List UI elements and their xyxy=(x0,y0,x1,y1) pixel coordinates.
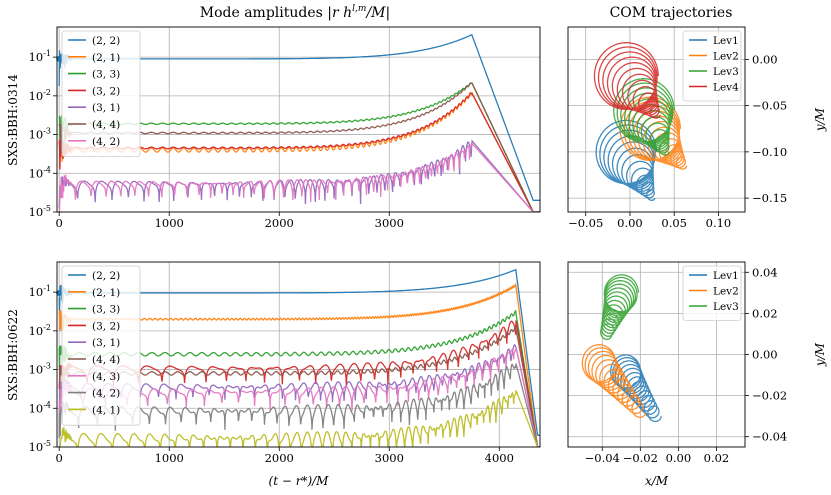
x-tick-label: 3000 xyxy=(375,451,404,465)
axes-frame xyxy=(56,261,541,448)
com-top-panel: −0.05 0.00 0.05 0.10 0.00 −0.05 −0.10 −0.15 y/M L… xyxy=(567,26,827,230)
start-marker xyxy=(56,55,63,62)
legend-label: (4, 3) xyxy=(92,371,120,383)
series-line-41 xyxy=(59,390,540,447)
x-tick-label: 0.02 xyxy=(704,451,730,465)
y-tick-label: 10-4 xyxy=(29,165,51,180)
legend xyxy=(61,265,141,426)
y-tick-label: −0.10 xyxy=(752,145,787,159)
legend-label: (3, 1) xyxy=(92,102,120,114)
series-line-42 xyxy=(58,141,540,212)
x-tick-label: 0.10 xyxy=(706,216,732,230)
x-tick-label: −0.04 xyxy=(585,451,620,465)
legend-label: (4, 2) xyxy=(92,136,120,148)
y-tick-label: −0.02 xyxy=(752,389,787,403)
x-tick-label: 0 xyxy=(56,451,63,465)
legend-label: (2, 1) xyxy=(92,287,120,299)
x-tick-label: −0.02 xyxy=(623,451,658,465)
y-tick-label: 10-1 xyxy=(29,284,51,299)
x-tick-label: 0.05 xyxy=(661,216,687,230)
x-tick-label: 0.00 xyxy=(617,216,643,230)
amp-bottom-panel: 0 1000 2000 3000 4000 10-5 10-4 10-3 10-2 10-1 SXS… xyxy=(6,261,541,488)
y-tick-label: 10-5 xyxy=(29,439,51,454)
legend-label: (2, 1) xyxy=(92,52,120,64)
legend-label: Lev1 xyxy=(713,270,739,282)
series-line-Lev2 xyxy=(619,96,688,170)
y-tick-label: 0.02 xyxy=(752,306,778,320)
y-axis-label: y/M xyxy=(813,342,827,367)
row-label: SXS:BBH:0622 xyxy=(6,309,20,401)
com-bottom-panel: −0.04 −0.02 0.00 0.020.040.020.00−0.02−0.04… xyxy=(567,261,827,488)
start-marker xyxy=(56,289,63,296)
series-line-Lev2 xyxy=(581,344,647,418)
x-tick-label: 0.00 xyxy=(666,451,692,465)
legend-label: Lev3 xyxy=(713,66,739,78)
x-tick-label: 1000 xyxy=(155,451,184,465)
y-tick-label: 10-4 xyxy=(29,400,51,415)
legend-label: (3, 3) xyxy=(92,304,120,316)
y-tick-label: 10-2 xyxy=(29,88,51,103)
x-tick-label: 0 xyxy=(56,216,63,230)
amp-top-panel: 0 1000 2000 3000 10-5 10-4 10-3 10-2 10-1 SXS:BBH… xyxy=(6,26,541,230)
y-tick-label: −0.05 xyxy=(752,99,787,113)
legend-label: (2, 2) xyxy=(92,270,120,282)
y-tick-label: 10-1 xyxy=(29,49,51,64)
y-tick-label: −0.15 xyxy=(752,191,787,205)
y-tick-label: 10-2 xyxy=(29,323,51,338)
legend-label: (3, 2) xyxy=(92,85,120,97)
legend xyxy=(682,265,742,321)
com-title: COM trajectories xyxy=(610,5,733,21)
axes-frame xyxy=(567,26,746,213)
legend-label: Lev1 xyxy=(713,35,739,47)
series-line-Lev3 xyxy=(600,274,640,340)
y-tick-label: 0.00 xyxy=(752,348,778,362)
x-tick-label: 2000 xyxy=(265,216,294,230)
x-axis-label: x/M xyxy=(645,474,669,488)
x-tick-label: 2000 xyxy=(265,451,294,465)
legend xyxy=(61,30,141,157)
legend-label: (2, 2) xyxy=(92,35,120,47)
x-tick-label: −0.05 xyxy=(568,216,603,230)
legend-label: (4, 2) xyxy=(92,388,120,400)
series-line-31 xyxy=(58,139,540,212)
legend-label: (4, 1) xyxy=(92,404,120,416)
y-tick-label: 10-5 xyxy=(29,204,51,219)
legend-label: (4, 4) xyxy=(92,119,120,131)
y-tick-label: −0.04 xyxy=(752,430,787,444)
legend-label: (3, 2) xyxy=(92,320,120,332)
legend-label: (3, 3) xyxy=(92,69,120,81)
x-tick-label: 1000 xyxy=(155,216,184,230)
y-tick-label: 0.04 xyxy=(752,265,778,279)
amplitudes-title: Mode amplitudes |r hl,m/M| xyxy=(200,4,390,21)
series-line-Lev1 xyxy=(595,119,658,201)
series-line-Lev3 xyxy=(613,78,675,156)
series-line-Lev4 xyxy=(593,42,661,119)
y-tick-label: 10-3 xyxy=(29,127,51,142)
legend-label: (4, 4) xyxy=(92,354,120,366)
row-label: SXS:BBH:0314 xyxy=(6,74,20,166)
legend-label: Lev3 xyxy=(713,301,739,313)
x-axis-label: (t − r*)/M xyxy=(269,474,330,488)
legend-label: Lev2 xyxy=(713,286,739,298)
legend-label: Lev4 xyxy=(713,82,739,94)
y-tick-label: 10-3 xyxy=(29,362,51,377)
x-tick-label: 4000 xyxy=(485,451,514,465)
y-tick-label: 0.00 xyxy=(752,52,778,66)
legend-label: Lev2 xyxy=(713,51,739,63)
axes-frame xyxy=(56,26,541,213)
y-axis-label: y/M xyxy=(813,107,827,132)
legend xyxy=(682,30,742,102)
x-tick-label: 3000 xyxy=(375,216,404,230)
legend-label: (3, 1) xyxy=(92,337,120,349)
